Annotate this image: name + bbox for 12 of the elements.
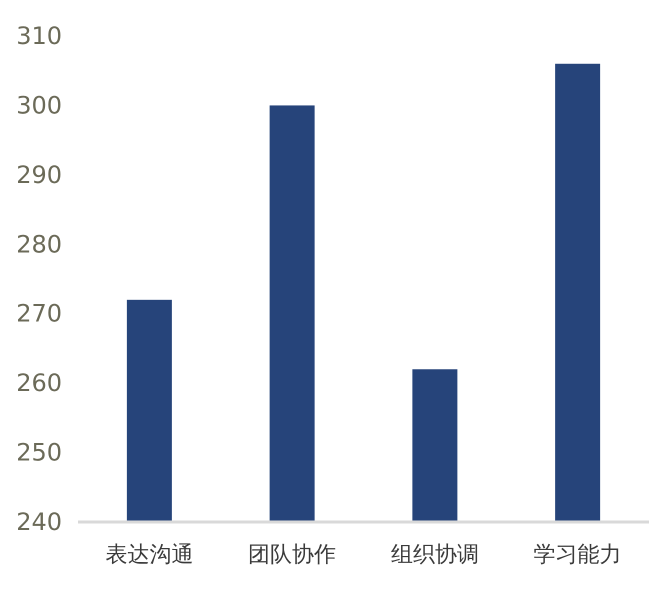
x-tick-label: 团队协作	[248, 542, 336, 568]
y-tick-label: 270	[16, 300, 62, 328]
x-tick-label: 组织协调	[390, 542, 479, 568]
y-tick-label: 290	[16, 160, 62, 189]
x-tick-label: 学习能力	[534, 542, 622, 568]
y-tick-label: 300	[16, 91, 62, 120]
y-tick-label: 310	[16, 22, 62, 50]
y-tick-label: 280	[16, 230, 62, 258]
x-tick-label: 表达沟通	[105, 542, 194, 568]
y-tick-label: 250	[16, 438, 62, 467]
y-tick-label: 240	[16, 508, 62, 536]
y-tick-label: 260	[16, 369, 62, 398]
